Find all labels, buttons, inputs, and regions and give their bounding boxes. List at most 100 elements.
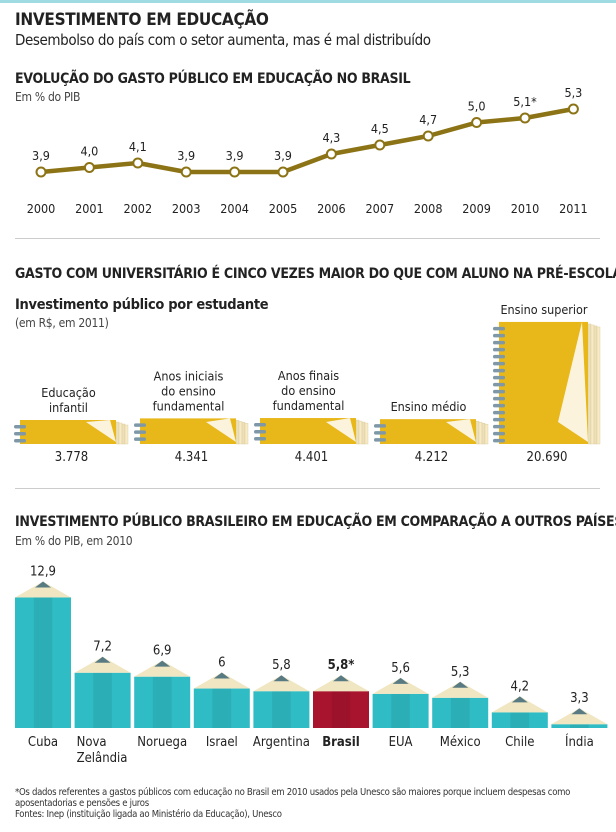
data-point [132,157,144,169]
data-point [567,103,579,115]
category-label: Anos iniciais [154,368,224,383]
value-label: 12,9 [30,564,56,579]
pencil-facet [33,597,53,728]
pencil-bar [15,597,71,728]
category-label: Educação [41,385,96,400]
pencil-lead [94,656,111,663]
pencil-bar [193,688,250,728]
data-point [519,112,531,124]
x-tick-label: 2005 [269,201,298,216]
pencil-facet [331,691,351,728]
pencil-tip [15,581,71,598]
notebook-pages [484,423,489,445]
value-label: 7,2 [93,640,112,655]
pencil-facet [212,688,232,728]
spiral-ring [493,361,505,366]
value-label: 5,8* [328,658,355,673]
category-label: Argentina [253,735,310,750]
category-label: Nova [77,735,107,750]
category-label: Noruega [137,735,187,750]
spiral-ring [493,438,505,443]
value-label: 4.212 [415,450,448,465]
spiral-ring [493,396,505,401]
spiral-ring [493,431,505,436]
category-label: fundamental [273,398,345,413]
pencil-tip [74,656,131,673]
category-label: Zelândia [77,751,128,766]
category-label: Anos finais [278,368,339,383]
data-point [374,139,386,151]
data-label: 5,1* [513,94,537,109]
value-label: 20.690 [527,450,568,465]
data-label: 3,9 [177,148,195,163]
pencil-facet [510,712,530,728]
page-title: INVESTIMENTO EM EDUCAÇÃO [15,10,269,30]
data-point [277,166,289,178]
category-label: Israel [206,735,238,750]
category-label: Cuba [28,735,58,750]
page-curl [558,321,588,442]
notebook-pages [124,424,129,445]
divider [15,488,600,489]
data-point [422,130,434,142]
spiral-ring [493,403,505,408]
notebook-chart-headline: GASTO COM UNIVERSITÁRIO É CINCO VEZES MA… [15,266,616,282]
x-tick-label: 2008 [414,201,443,216]
value-label: 6,9 [153,644,172,659]
spiral-ring [493,424,505,429]
category-label: do ensino [161,383,216,398]
data-label: 4,7 [419,112,437,127]
spiral-ring [493,410,505,415]
pencil-bar [551,724,608,728]
spiral-ring [493,389,505,394]
data-point [180,166,192,178]
data-point [83,162,95,173]
spiral-ring [14,439,26,443]
x-tick-label: 2006 [317,201,346,216]
category-label: Índia [565,734,594,750]
pencil-tip [491,696,548,713]
pencil-facet [450,697,470,728]
category-label: México [440,735,481,750]
data-label: 3,9 [274,148,292,163]
x-tick-label: 2007 [365,201,394,216]
spiral-ring [14,432,26,436]
spiral-ring [493,354,505,359]
divider [15,238,600,239]
sources: Fontes: Inep (instituição ligada ao Mini… [15,809,282,820]
value-label: 4.341 [175,450,208,465]
pencil-tip [253,675,310,692]
spiral-ring [134,437,146,441]
page-curl [326,418,356,442]
spiral-ring [493,417,505,422]
line-chart: 3,9 2000 4,0 2001 4,1 2002 3,9 2003 3,9 2004 3,9 20… [27,85,588,216]
pencil-facet [272,691,291,728]
category-label: fundamental [153,398,225,413]
pencil-tip [551,708,608,725]
category-label: Chile [505,735,534,750]
x-tick-label: 2003 [172,201,201,216]
spiral-ring [374,431,386,435]
data-point [325,148,337,160]
x-tick-label: 2010 [511,201,540,216]
data-label: 4,1 [129,139,147,154]
data-label: 5,3 [564,85,582,100]
line-chart-title: EVOLUÇÃO DO GASTO PÚBLICO EM EDUCAÇÃO NO… [15,71,411,87]
x-tick-label: 2011 [559,201,588,216]
notebook-pages [596,326,601,445]
top-border [0,0,616,3]
category-label: Ensino superior [500,302,587,317]
pencil-lead [452,681,469,688]
pencil-tip [134,660,191,677]
x-tick-label: 2002 [123,201,152,216]
spiral-ring [493,368,505,373]
value-label: 4,2 [511,679,530,694]
pencil-bar [372,693,429,728]
spiral-ring [493,347,505,352]
data-point [35,166,47,178]
notebook-chart-unit: (em R$, em 2011) [15,316,109,330]
pencil-bar [432,697,489,728]
pencil-facet [391,693,410,728]
pencil-lead [154,660,171,667]
